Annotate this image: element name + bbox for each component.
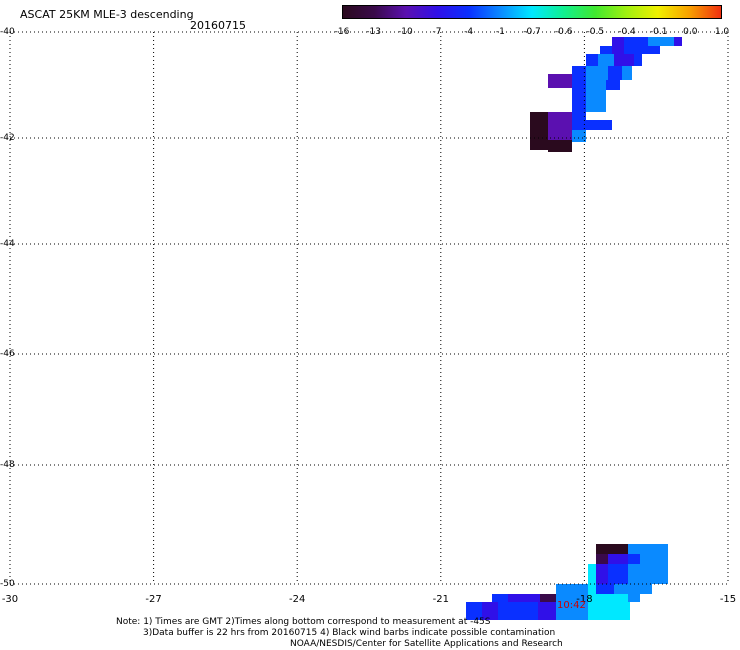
time-marker-label: 10:42 [557,600,586,611]
wind-data-cell [600,46,612,54]
wind-data-cell [628,564,640,584]
color-scale-label: -10 [397,27,413,37]
wind-data-cell [586,66,608,80]
wind-data-cell [572,130,586,142]
wind-data-cell [492,594,508,602]
chart-title: ASCAT 25KM MLE-3 descending [20,8,194,21]
map-plot-area [9,31,729,620]
wind-data-cell [628,594,640,602]
lat-lon-gridlines [9,31,729,585]
latitude-label: -48 [0,460,15,470]
wind-data-cell [540,594,556,602]
wind-data-cell [586,80,606,90]
longitude-label: -24 [289,594,306,605]
latitude-label: -44 [0,239,15,249]
wind-data-cell [556,602,588,620]
wind-data-cell [572,584,588,594]
wind-data-cell [556,594,588,602]
wind-data-cell [640,544,668,554]
wind-data-cell [614,584,652,594]
wind-data-cell [596,544,628,554]
wind-data-cell [596,554,608,564]
wind-data-cell [596,564,608,584]
wind-data-cell [614,54,634,66]
wind-data-cell [608,564,628,584]
wind-data-cell [612,37,624,46]
wind-data-cell [628,544,640,554]
wind-data-cell [538,602,556,620]
chart-date: 20160715 [190,19,246,32]
wind-data-cell [628,554,640,564]
wind-data-cell [466,602,482,620]
wind-data-cell [674,37,682,46]
wind-data-cell [608,554,628,564]
color-scale-label: -0.5 [586,27,605,37]
wind-data-cell [634,54,642,66]
longitude-label: -30 [1,594,19,605]
wind-data-cell [586,120,612,130]
latitude-label: -40 [0,27,15,37]
wind-data-cell [612,46,624,54]
wind-data-cell [622,66,632,80]
wind-data-cell [588,602,630,620]
color-scale-label: -7 [432,27,442,37]
wind-data-cell [648,37,674,46]
wind-data-swaths [466,37,682,620]
wind-data-cell [508,594,540,602]
wind-data-cell [588,564,596,584]
longitude-label: -18 [576,594,593,605]
footer-note-2: 3)Data buffer is 22 hrs from 20160715 4)… [143,628,556,638]
footer-note-1: Note: 1) Times are GMT 2)Times along bot… [116,617,491,627]
wind-data-cell [530,112,548,150]
color-scale-label: -0.6 [554,27,573,37]
color-scale-label: -1 [495,27,505,37]
wind-data-cell [482,602,498,620]
color-scale-label: -0.7 [523,27,541,37]
color-scale-label: -4 [464,27,474,37]
wind-data-cell [588,594,628,602]
color-scale-label: -13 [366,27,382,37]
wind-data-cell [640,554,668,564]
wind-data-cell [548,74,572,88]
wind-data-cell [606,80,620,90]
wind-data-cell [596,584,614,594]
wind-data-cell [572,66,586,80]
latitude-label: -46 [0,349,15,359]
latitude-label: -42 [0,133,15,143]
wind-data-cell [586,90,606,112]
wind-data-cell [624,46,660,54]
wind-data-cell [640,564,668,584]
latitude-label: -50 [0,579,15,589]
longitude-label: -21 [432,594,449,605]
wind-data-cell [586,54,598,66]
wind-data-cell [572,90,586,112]
color-scale-bar [342,5,722,19]
wind-data-cell [498,602,538,620]
wind-data-cell [598,54,614,66]
wind-data-cell [556,584,572,594]
longitude-label: -27 [145,594,162,605]
footer-credit: NOAA/NESDIS/Center for Satellite Applica… [290,639,563,649]
wind-data-cell [608,66,622,80]
wind-data-cell [588,584,596,594]
wind-data-cell [548,140,572,152]
wind-data-cell [624,37,648,46]
wind-data-cell [572,80,586,90]
longitude-label: -15 [719,594,737,605]
